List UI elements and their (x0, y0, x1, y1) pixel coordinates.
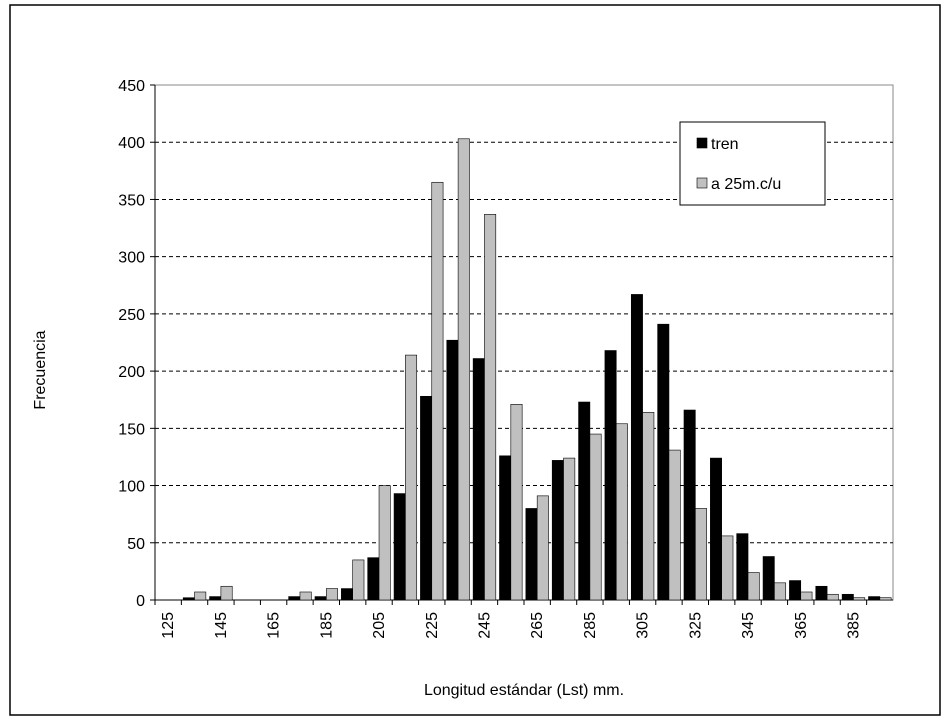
bar (774, 582, 787, 601)
bar (352, 559, 365, 601)
bar (630, 294, 643, 601)
bar (341, 588, 353, 601)
x-tick-label: 205 (371, 612, 388, 639)
bar (841, 593, 854, 601)
bar (314, 596, 327, 601)
legend-swatch (696, 137, 708, 149)
x-tick-label: 305 (635, 612, 652, 639)
y-tick-label: 50 (127, 536, 145, 553)
bar (657, 323, 670, 601)
bar (736, 533, 749, 601)
y-axis-title: Frecuencia (32, 330, 49, 409)
bar (326, 588, 338, 601)
x-axis-title: Longitud estándar (Lst) mm. (424, 682, 624, 699)
bar (484, 214, 497, 601)
bar (472, 358, 485, 601)
y-tick-label: 450 (118, 78, 145, 95)
x-tick-label: 265 (529, 612, 546, 639)
bar (710, 457, 722, 601)
x-tick-label: 225 (424, 612, 441, 639)
x-tick-label: 345 (740, 612, 757, 639)
bar (747, 572, 760, 601)
y-tick-label: 200 (118, 364, 145, 381)
bar (446, 339, 459, 601)
y-tick-label: 300 (118, 250, 145, 267)
x-tick-label: 325 (687, 612, 704, 639)
bar (536, 495, 549, 601)
bar (789, 580, 802, 601)
bar (815, 585, 828, 601)
bar (826, 593, 839, 601)
bar (420, 395, 433, 601)
y-tick-label: 250 (118, 307, 145, 324)
bar (683, 409, 696, 601)
bar (510, 403, 523, 601)
y-tick-label: 150 (118, 421, 145, 438)
bar (393, 493, 406, 601)
x-tick-label: 145 (213, 612, 230, 639)
bar (800, 591, 813, 601)
bar (642, 412, 655, 601)
y-tick-label: 0 (136, 593, 145, 610)
bar (853, 597, 866, 601)
bar (194, 591, 207, 601)
y-tick-label: 350 (118, 192, 145, 209)
bar (209, 596, 222, 601)
bar (762, 556, 775, 601)
legend-label: tren (711, 136, 739, 153)
bar (868, 596, 881, 601)
bar (431, 181, 444, 601)
legend-label: a 25m.c/u (711, 176, 781, 193)
bar (220, 585, 233, 601)
bar (615, 423, 628, 601)
y-tick-label: 400 (118, 135, 145, 152)
x-tick-label: 185 (318, 612, 335, 639)
y-tick-label: 100 (118, 479, 145, 496)
x-tick-label: 365 (793, 612, 810, 639)
bar (551, 460, 564, 601)
bar (378, 485, 391, 601)
bar (299, 591, 312, 601)
bar (563, 457, 576, 601)
bar (288, 596, 301, 601)
bar (879, 597, 892, 601)
bar (589, 433, 602, 601)
legend-swatch (696, 177, 708, 189)
bar (721, 535, 734, 601)
bar (604, 350, 617, 601)
legend-box (679, 121, 826, 206)
bar (367, 557, 380, 601)
x-tick-label: 245 (476, 612, 493, 639)
x-tick-label: 165 (266, 612, 283, 639)
bar (457, 138, 470, 601)
bar (578, 401, 591, 601)
bar (695, 508, 707, 601)
bar (405, 354, 418, 601)
bar (499, 455, 512, 601)
x-tick-label: 385 (845, 612, 862, 639)
bar (525, 508, 538, 601)
x-tick-label: 285 (582, 612, 599, 639)
bar (182, 597, 195, 601)
bar (668, 449, 681, 601)
x-tick-label: 125 (160, 612, 177, 639)
